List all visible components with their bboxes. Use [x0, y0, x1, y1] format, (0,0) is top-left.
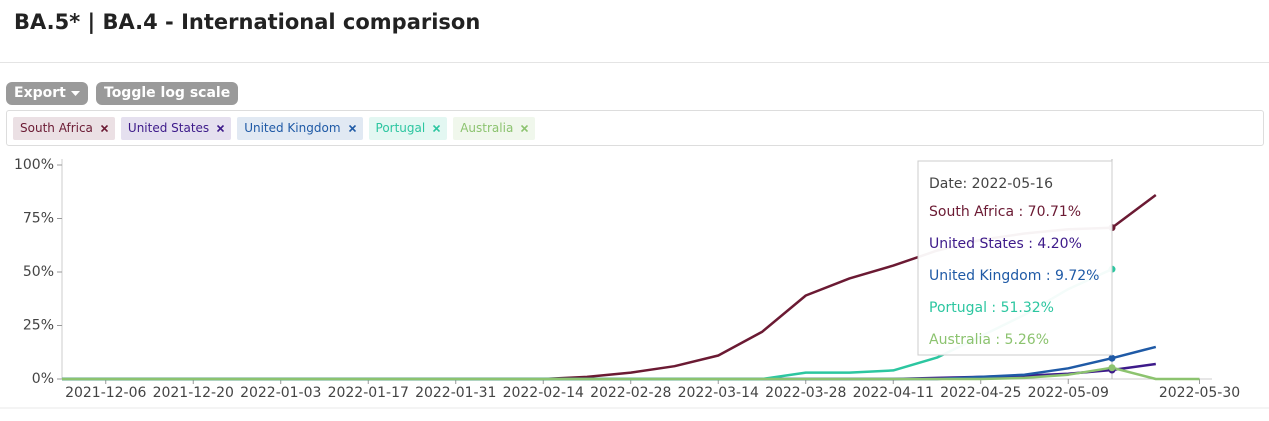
- series-chip[interactable]: Portugal: [368, 116, 448, 140]
- chip-label: Australia: [460, 121, 514, 135]
- x-tick-label: 2021-12-06: [65, 385, 146, 401]
- tooltip-date: Date: 2022-05-16: [929, 176, 1053, 192]
- y-tick-label: 100%: [14, 157, 54, 173]
- tooltip-entry: Portugal : 51.32%: [929, 300, 1054, 316]
- button-label: Toggle log scale: [104, 85, 231, 101]
- tooltip-entry: South Africa : 70.71%: [929, 204, 1081, 220]
- x-tick-label: 2022-05-30: [1159, 385, 1240, 401]
- page-title: BA.5* | BA.4 - International comparison: [14, 10, 481, 34]
- series-chip[interactable]: Australia: [453, 116, 536, 140]
- chip-label: United States: [127, 121, 210, 135]
- x-tick-label: 2022-01-03: [240, 385, 321, 401]
- series-line: [62, 366, 1200, 381]
- y-tick-label: 25%: [23, 318, 54, 334]
- hover-point: [1108, 364, 1116, 372]
- tooltip: Date: 2022-05-16 South Africa : 70.71% Uni…: [917, 160, 1113, 356]
- x-tick-label: 2021-12-20: [153, 385, 234, 401]
- series-chip[interactable]: United States: [120, 116, 232, 140]
- export-button[interactable]: Export: [6, 82, 88, 105]
- remove-icon[interactable]: [348, 124, 356, 132]
- button-label: Export: [14, 85, 66, 101]
- remove-icon[interactable]: [433, 124, 441, 132]
- tooltip-entry: United States : 4.20%: [929, 236, 1082, 252]
- x-tick-label: 2022-01-17: [328, 385, 409, 401]
- x-tick-label: 2022-04-11: [853, 385, 934, 401]
- tooltip-box: [917, 160, 1113, 356]
- log-scale-button[interactable]: Toggle log scale: [96, 82, 239, 105]
- x-tick-label: 2022-01-31: [415, 385, 496, 401]
- series-filter: South Africa United States United Kingdom P…: [6, 110, 1264, 146]
- series-chip[interactable]: United Kingdom: [237, 116, 363, 140]
- x-tick-label: 2022-03-14: [678, 385, 759, 401]
- series-chip[interactable]: South Africa: [13, 116, 115, 140]
- y-tick-label: 0%: [32, 371, 54, 387]
- x-tick-label: 2022-02-14: [503, 385, 584, 401]
- header-divider: [0, 62, 1269, 63]
- remove-icon[interactable]: [100, 124, 108, 132]
- remove-icon[interactable]: [521, 124, 529, 132]
- tooltip-entry: Australia : 5.26%: [929, 332, 1049, 348]
- chip-label: United Kingdom: [244, 121, 341, 135]
- x-tick-label: 2022-05-09: [1028, 385, 1109, 401]
- x-tick-label: 2022-04-25: [940, 385, 1021, 401]
- chip-label: South Africa: [20, 121, 93, 135]
- y-tick-label: 75%: [23, 211, 54, 227]
- x-tick-label: 2022-03-28: [765, 385, 846, 401]
- remove-icon[interactable]: [217, 124, 225, 132]
- chart: 0% 25% 50% 75% 100% 2021-12-06 2021-12-20 2022-…: [0, 157, 1269, 409]
- tooltip-entry: United Kingdom : 9.72%: [929, 268, 1099, 284]
- hover-point: [1108, 354, 1116, 362]
- caret-icon: [70, 91, 80, 96]
- chip-label: Portugal: [375, 121, 426, 135]
- x-tick-label: 2022-02-28: [590, 385, 671, 401]
- y-tick-label: 50%: [23, 264, 54, 280]
